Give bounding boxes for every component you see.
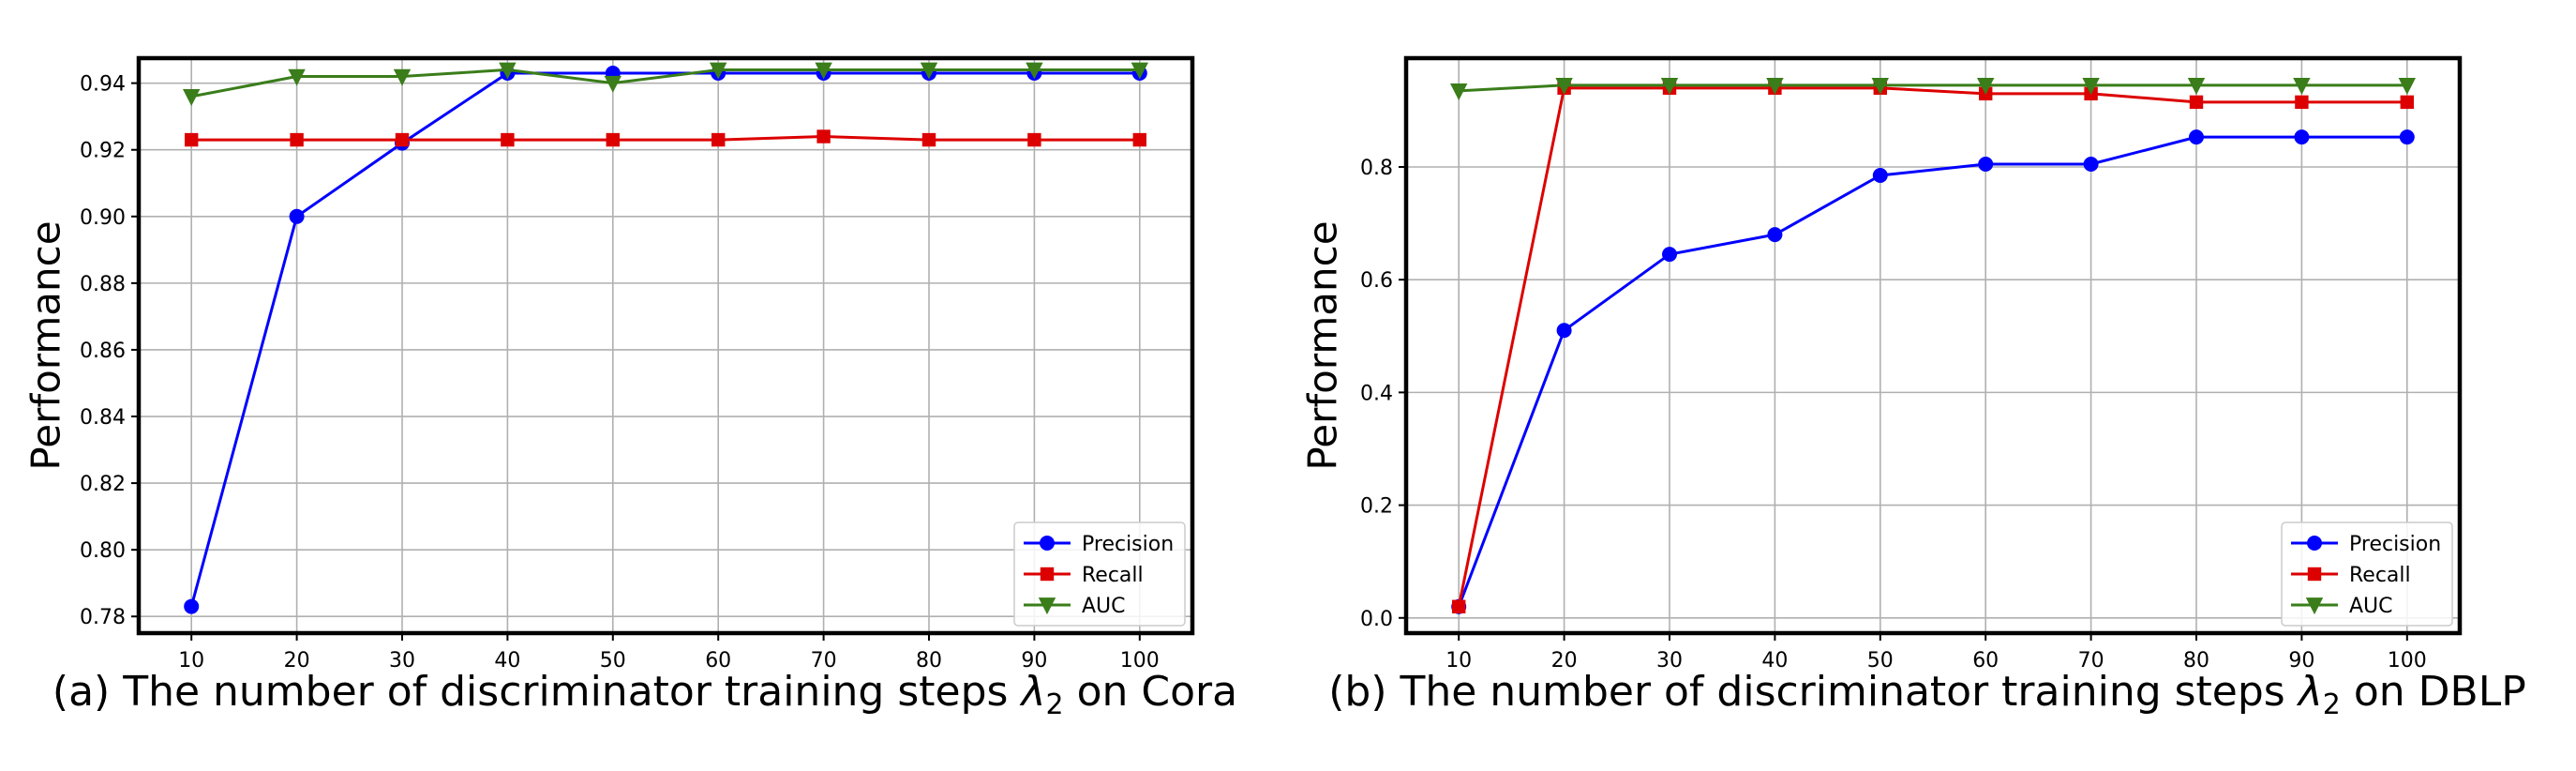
caption-b: (b) The number of discriminator training… — [1328, 668, 2526, 721]
data-point-auc — [183, 89, 200, 106]
data-point-recall — [816, 129, 830, 143]
series-layer — [183, 63, 1148, 614]
data-point-recall — [1133, 133, 1146, 146]
data-point-precision — [1662, 247, 1677, 262]
legend-marker-shape — [2308, 567, 2321, 581]
data-point-recall — [501, 133, 514, 146]
data-point-precision — [2400, 129, 2415, 144]
data-point-precision — [2189, 129, 2204, 144]
data-point-precision — [1873, 168, 1888, 183]
series-line-precision — [191, 73, 1140, 607]
data-point-recall — [2295, 96, 2308, 109]
series-line-recall — [1459, 88, 2407, 607]
y-tick-label: 0.82 — [80, 473, 126, 496]
legend-label-precision: Precision — [1082, 533, 1174, 556]
chart-panel-b: 10 20 30 40 50 60 70 80 90 100 0.0 0.2 0.4 0.6 0.8 Per… — [1300, 58, 2526, 721]
legend-marker-recall — [1041, 567, 1054, 581]
data-point-auc — [605, 76, 622, 93]
y-axis-label: Performance — [23, 220, 69, 470]
series-line-precision — [1459, 137, 2407, 607]
tick-layer: 10 20 30 40 50 60 70 80 90 100 0.78 0.80 0.82 0.84 0.8… — [80, 73, 1160, 673]
data-point-recall — [2401, 96, 2414, 109]
data-point-recall — [922, 133, 936, 146]
y-tick-label: 0.86 — [80, 340, 126, 363]
legend-label-recall: Recall — [2349, 564, 2411, 587]
data-point-recall — [711, 133, 725, 146]
legend-marker-shape — [2307, 536, 2322, 551]
data-point-precision — [184, 599, 199, 614]
legend-label-auc: AUC — [1082, 595, 1126, 618]
caption-symbol: λ — [2297, 668, 2323, 716]
y-axis-label: Performance — [1300, 220, 1346, 470]
data-point-recall — [1452, 600, 1465, 613]
y-tick-label: 0.88 — [80, 273, 126, 296]
data-point-precision — [1978, 157, 1993, 172]
data-point-precision — [1557, 323, 1572, 338]
legend-marker-shape — [1041, 567, 1054, 581]
legend: Precision Recall AUC — [1014, 522, 1185, 626]
y-tick-label: 0.78 — [80, 606, 126, 629]
y-tick-label: 0.90 — [80, 206, 126, 230]
chart-panel-a: 10 20 30 40 50 60 70 80 90 100 0.78 0.80 0.82 0.84 0.8… — [23, 58, 1238, 721]
series-line-recall — [191, 137, 1140, 141]
y-tick-label: 0.92 — [80, 140, 126, 163]
data-point-recall — [607, 133, 620, 146]
data-point-recall — [2190, 96, 2203, 109]
legend-marker-precision — [2307, 536, 2322, 551]
caption-prefix: (b) The number of discriminator training… — [1328, 668, 2298, 716]
y-tick-label: 0.6 — [1360, 269, 1393, 293]
legend-label-auc: AUC — [2349, 595, 2393, 618]
legend-label-recall: Recall — [1082, 564, 1144, 587]
series-layer — [1450, 78, 2416, 614]
y-tick-label: 0.8 — [1360, 157, 1393, 180]
data-point-precision — [1767, 227, 1782, 242]
data-point-precision — [290, 209, 305, 224]
data-point-recall — [396, 133, 409, 146]
caption-subscript: 2 — [1045, 688, 1063, 721]
y-tick-label: 0.84 — [80, 406, 126, 430]
y-tick-label: 0.4 — [1360, 382, 1393, 405]
data-point-recall — [185, 133, 198, 146]
y-tick-label: 0.80 — [80, 539, 126, 563]
legend-marker-recall — [2308, 567, 2321, 581]
caption-suffix: on Cora — [1064, 668, 1237, 716]
caption-suffix: on DBLP — [2341, 668, 2526, 716]
caption-prefix: (a) The number of discriminator training… — [52, 668, 1022, 716]
y-tick-label: 0.0 — [1360, 608, 1393, 631]
data-point-recall — [1027, 133, 1041, 146]
legend-marker-shape — [1040, 536, 1055, 551]
legend-marker-precision — [1040, 536, 1055, 551]
y-tick-label: 0.2 — [1360, 495, 1393, 519]
data-point-precision — [2084, 157, 2099, 172]
data-point-precision — [2294, 129, 2309, 144]
caption-a: (a) The number of discriminator training… — [52, 668, 1237, 721]
y-tick-label: 0.94 — [80, 73, 126, 97]
legend-label-precision: Precision — [2349, 533, 2441, 556]
legend: Precision Recall AUC — [2282, 522, 2452, 626]
tick-layer: 10 20 30 40 50 60 70 80 90 100 0.0 0.2 0.4 0.6 0.8 — [1360, 157, 2427, 673]
caption-subscript: 2 — [2323, 688, 2341, 721]
caption-symbol: λ — [1019, 668, 1045, 716]
data-point-recall — [290, 133, 303, 146]
